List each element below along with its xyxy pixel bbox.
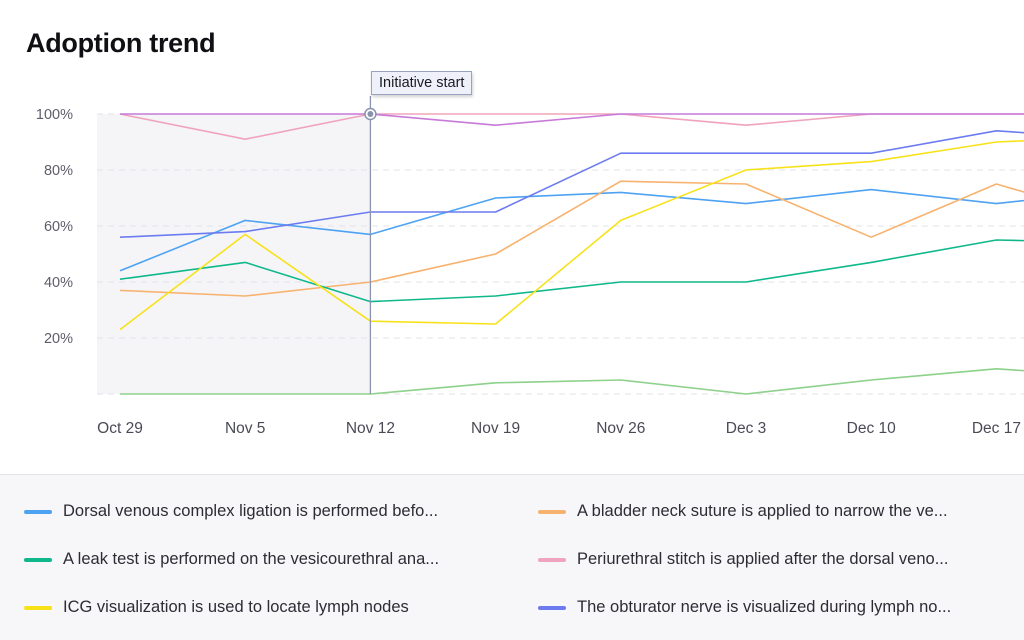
legend-item[interactable]: Periurethral stitch is applied after the… bbox=[538, 550, 948, 569]
initiative-start-dot bbox=[367, 111, 374, 117]
x-tick-label: Nov 5 bbox=[225, 420, 266, 437]
legend-label: Periurethral stitch is applied after the… bbox=[577, 550, 949, 568]
legend-label: Dorsal venous complex ligation is perfor… bbox=[63, 502, 439, 520]
legend-item[interactable]: Dorsal venous complex ligation is perfor… bbox=[24, 502, 438, 521]
x-tick-label: Nov 19 bbox=[471, 420, 520, 437]
series-line bbox=[120, 113, 1024, 126]
legend-label: ICG visualization is used to locate lymp… bbox=[63, 598, 409, 616]
x-tick-label: Dec 10 bbox=[847, 420, 896, 437]
series-line bbox=[120, 367, 1024, 395]
initiative-start-tooltip: Initiative start bbox=[371, 71, 473, 95]
x-tick-label: Nov 26 bbox=[596, 420, 645, 437]
legend-item[interactable]: A leak test is performed on the vesicour… bbox=[24, 550, 439, 569]
legend-swatch bbox=[24, 605, 52, 610]
legend-label: A leak test is performed on the vesicour… bbox=[63, 550, 440, 568]
y-tick-label: 40% bbox=[44, 275, 73, 291]
series-line bbox=[119, 180, 1024, 297]
legend-swatch bbox=[538, 605, 566, 610]
legend-swatch bbox=[24, 557, 52, 562]
page-title: Adoption trend bbox=[26, 28, 216, 58]
x-tick-label: Dec 17 bbox=[972, 420, 1021, 437]
y-tick-label: 20% bbox=[44, 331, 73, 347]
legend-item[interactable]: The obturator nerve is visualized during… bbox=[538, 598, 951, 617]
line-chart: 20% 40% 60% 80% 100% Oct 29 Nov 5 Nov 12 Nov 19 N… bbox=[36, 96, 1024, 437]
legend-label: A bladder neck suture is applied to narr… bbox=[577, 502, 948, 520]
x-tick-label: Nov 12 bbox=[346, 420, 395, 437]
y-tick-label: 100% bbox=[36, 107, 73, 123]
chart-legend: Dorsal venous complex ligation is perfor… bbox=[0, 474, 1024, 640]
legend-item[interactable]: A bladder neck suture is applied to narr… bbox=[538, 502, 948, 521]
x-tick-label: Oct 29 bbox=[97, 420, 143, 437]
legend-swatch bbox=[538, 509, 566, 514]
y-tick-label: 80% bbox=[44, 163, 73, 179]
series-line bbox=[119, 130, 1024, 238]
legend-label: The obturator nerve is visualized during… bbox=[577, 598, 952, 616]
series-line bbox=[119, 239, 1024, 303]
pre-initiative-shading bbox=[97, 114, 371, 394]
y-tick-label: 60% bbox=[44, 219, 73, 235]
series-line bbox=[119, 139, 1024, 331]
x-tick-label: Dec 3 bbox=[726, 420, 767, 437]
legend-item[interactable]: ICG visualization is used to locate lymp… bbox=[24, 598, 409, 617]
legend-swatch bbox=[24, 509, 52, 514]
legend-swatch bbox=[538, 557, 566, 562]
